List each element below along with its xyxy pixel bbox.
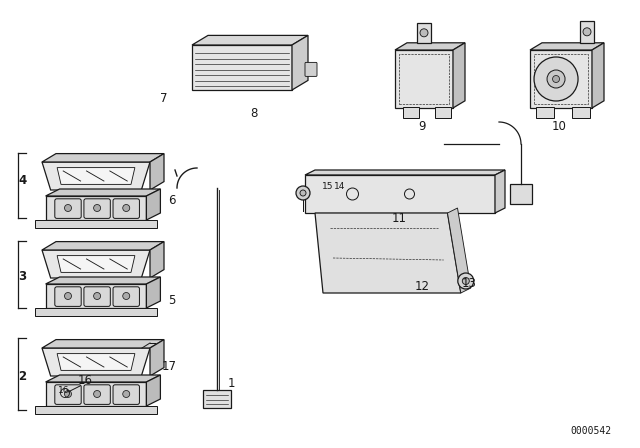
- FancyBboxPatch shape: [113, 287, 140, 306]
- Polygon shape: [147, 277, 161, 308]
- Circle shape: [462, 277, 469, 284]
- Circle shape: [93, 293, 100, 300]
- Circle shape: [93, 204, 100, 211]
- Text: 12: 12: [415, 280, 430, 293]
- Text: 14: 14: [334, 181, 346, 190]
- Bar: [510, 184, 532, 204]
- Circle shape: [65, 204, 72, 211]
- FancyBboxPatch shape: [55, 199, 81, 219]
- Circle shape: [547, 70, 565, 88]
- Text: 8: 8: [250, 107, 257, 120]
- Text: 17: 17: [162, 359, 177, 372]
- Circle shape: [300, 190, 306, 196]
- Polygon shape: [45, 277, 161, 284]
- Text: 16: 16: [58, 385, 70, 395]
- Polygon shape: [45, 189, 161, 196]
- Polygon shape: [57, 256, 135, 272]
- Polygon shape: [57, 168, 135, 185]
- Polygon shape: [530, 43, 604, 50]
- Polygon shape: [45, 284, 147, 308]
- FancyBboxPatch shape: [55, 287, 81, 306]
- Circle shape: [65, 391, 72, 397]
- Circle shape: [346, 188, 358, 200]
- Text: 9: 9: [418, 120, 426, 133]
- Circle shape: [583, 28, 591, 36]
- Text: 5: 5: [168, 293, 175, 306]
- Bar: [572, 107, 590, 118]
- Text: 0000542: 0000542: [570, 426, 611, 436]
- FancyBboxPatch shape: [113, 199, 140, 219]
- Circle shape: [296, 186, 310, 200]
- Bar: [395, 50, 453, 108]
- Polygon shape: [45, 196, 147, 220]
- Circle shape: [93, 391, 100, 397]
- Circle shape: [534, 57, 578, 101]
- FancyBboxPatch shape: [55, 385, 81, 405]
- Polygon shape: [292, 35, 308, 90]
- Circle shape: [552, 76, 559, 82]
- Text: 1: 1: [228, 376, 236, 389]
- Text: 4: 4: [18, 173, 26, 186]
- Polygon shape: [315, 213, 461, 293]
- Circle shape: [420, 29, 428, 37]
- Bar: [403, 107, 419, 118]
- Polygon shape: [57, 353, 135, 370]
- Bar: [580, 21, 594, 43]
- FancyBboxPatch shape: [84, 287, 110, 306]
- Text: 13: 13: [462, 276, 477, 289]
- Polygon shape: [447, 208, 471, 293]
- Bar: [192, 45, 292, 90]
- Bar: [530, 50, 592, 108]
- Polygon shape: [35, 220, 157, 228]
- Polygon shape: [42, 162, 150, 190]
- Polygon shape: [305, 170, 505, 175]
- Bar: [536, 107, 554, 118]
- Text: 16: 16: [78, 374, 93, 387]
- Text: 3: 3: [18, 270, 26, 283]
- Text: 2: 2: [18, 370, 26, 383]
- Circle shape: [458, 273, 474, 289]
- Circle shape: [123, 293, 130, 300]
- Text: 7: 7: [160, 91, 168, 104]
- FancyBboxPatch shape: [305, 62, 317, 77]
- Text: 15: 15: [322, 181, 333, 190]
- Polygon shape: [42, 250, 150, 278]
- Polygon shape: [45, 382, 147, 406]
- Polygon shape: [35, 406, 157, 414]
- Text: 6: 6: [168, 194, 175, 207]
- Polygon shape: [453, 43, 465, 108]
- Polygon shape: [150, 340, 164, 376]
- Bar: [435, 107, 451, 118]
- Text: 11: 11: [392, 211, 407, 224]
- Polygon shape: [150, 241, 164, 278]
- Polygon shape: [495, 170, 505, 213]
- Polygon shape: [395, 43, 465, 50]
- Text: 10: 10: [552, 120, 567, 133]
- Polygon shape: [192, 35, 308, 45]
- Circle shape: [404, 189, 415, 199]
- Polygon shape: [592, 43, 604, 108]
- Circle shape: [123, 204, 130, 211]
- Bar: [399, 54, 449, 104]
- Bar: [534, 54, 588, 104]
- FancyBboxPatch shape: [84, 199, 110, 219]
- Bar: [417, 23, 431, 43]
- Bar: [203, 390, 231, 408]
- Circle shape: [123, 391, 130, 397]
- Polygon shape: [305, 175, 495, 213]
- Polygon shape: [147, 375, 161, 406]
- Polygon shape: [45, 375, 161, 382]
- Polygon shape: [42, 340, 164, 348]
- Circle shape: [65, 293, 72, 300]
- Polygon shape: [35, 308, 157, 316]
- Polygon shape: [147, 189, 161, 220]
- FancyBboxPatch shape: [113, 385, 140, 405]
- FancyBboxPatch shape: [84, 385, 110, 405]
- Polygon shape: [42, 241, 164, 250]
- Polygon shape: [42, 348, 150, 376]
- Polygon shape: [42, 154, 164, 162]
- Polygon shape: [150, 154, 164, 190]
